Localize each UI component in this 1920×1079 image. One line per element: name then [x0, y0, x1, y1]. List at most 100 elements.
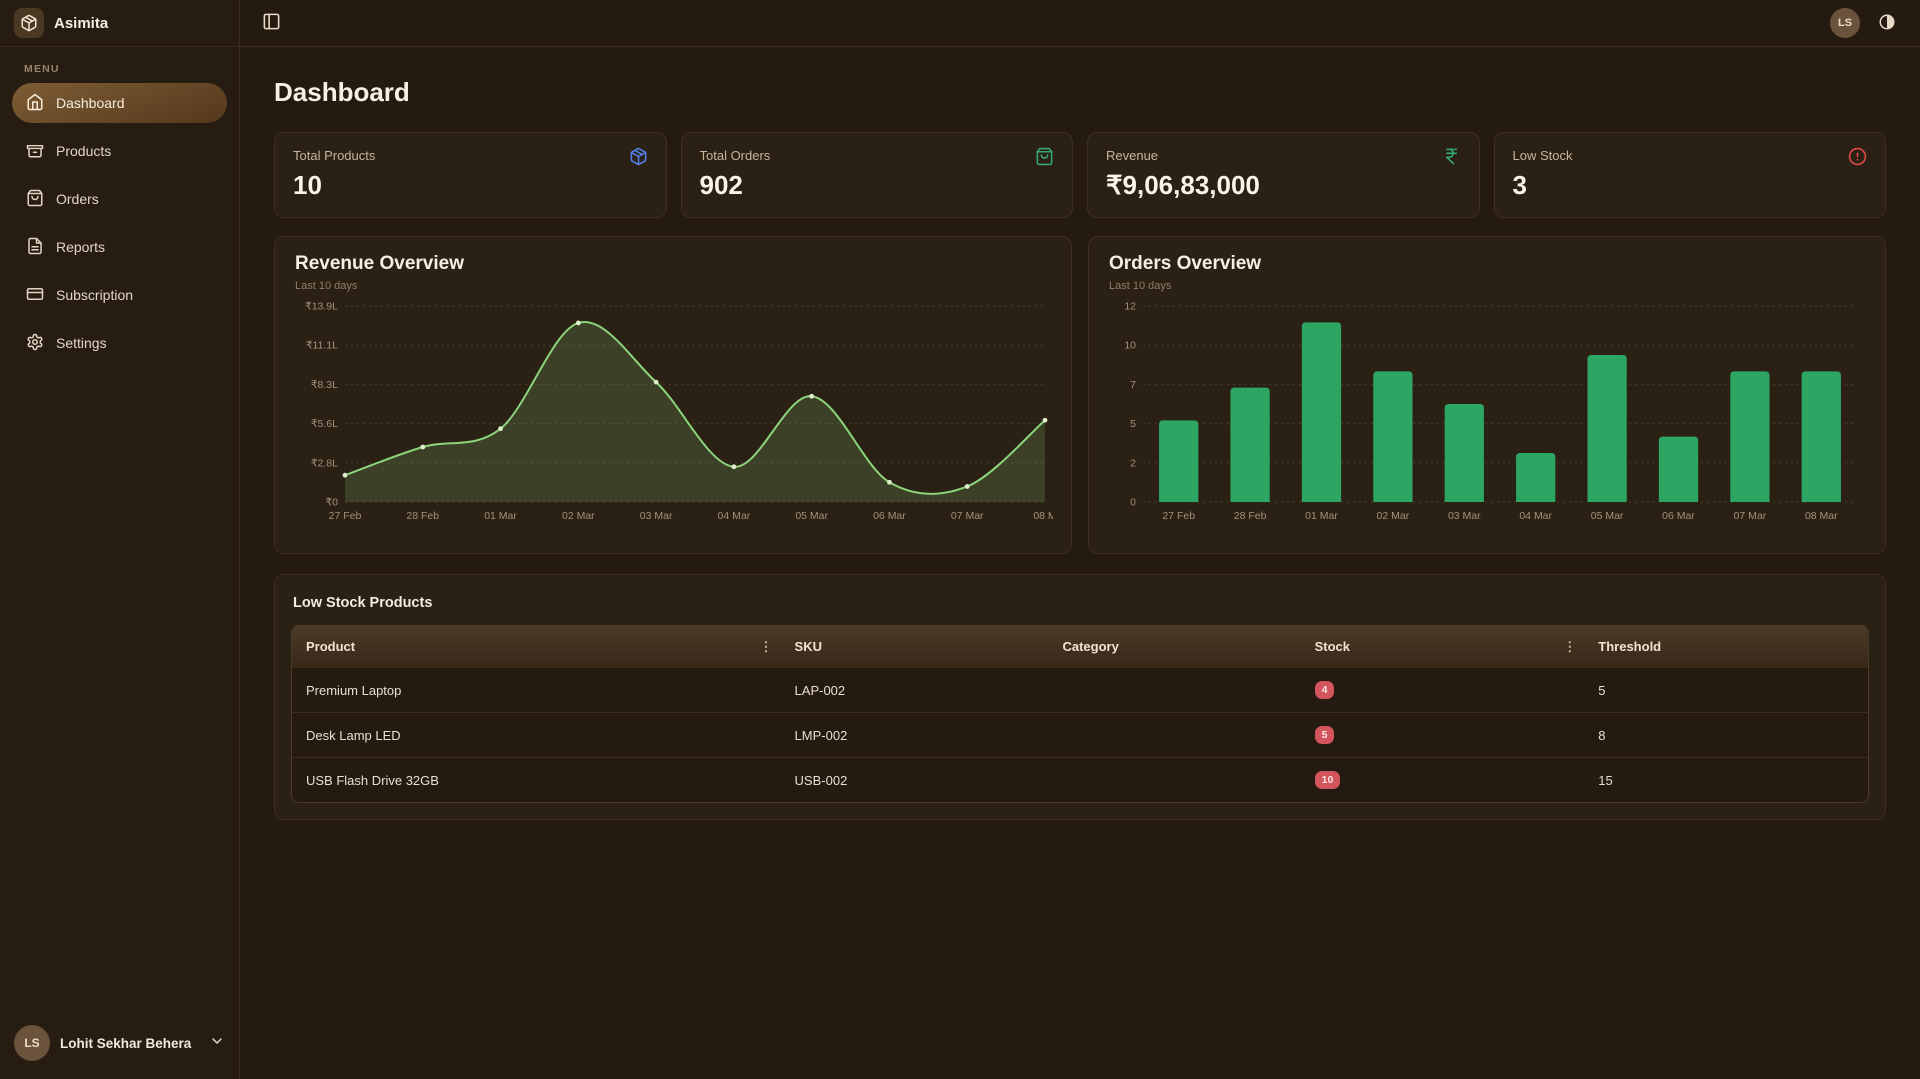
stat-cards-row: Total Products 10 Total Orders 902 Reven… [274, 132, 1886, 218]
cell-category [1048, 713, 1300, 758]
cell-threshold: 8 [1598, 727, 1606, 743]
column-resize-handle-icon[interactable]: ⋮ [759, 638, 773, 654]
credit-card-icon [26, 285, 44, 306]
sidebar-item-subscription[interactable]: Subscription [12, 275, 227, 315]
cell-sku: USB-002 [794, 772, 848, 788]
sidebar-item-settings[interactable]: Settings [12, 323, 227, 363]
sidebar-user-menu[interactable]: LS Lohit Sekhar Behera [0, 1011, 239, 1079]
stat-value: ₹9,06,83,000 [1106, 170, 1260, 200]
table-row[interactable]: USB Flash Drive 32GB USB-002 10 15 [292, 757, 1868, 803]
cell-product: Premium Laptop [306, 682, 402, 698]
stock-badge: 10 [1314, 771, 1341, 789]
stock-badge: 4 [1314, 681, 1335, 699]
svg-text:08 Mar: 08 Mar [1805, 510, 1838, 522]
gear-icon [26, 333, 44, 354]
stat-card-low-stock: Low Stock 3 [1493, 132, 1886, 218]
svg-text:04 Mar: 04 Mar [1519, 510, 1552, 522]
rupee-icon [1442, 147, 1461, 171]
svg-text:₹2.8L: ₹2.8L [311, 457, 338, 469]
sidebar-item-products[interactable]: Products [12, 131, 227, 171]
svg-text:06 Mar: 06 Mar [1662, 510, 1695, 522]
contrast-icon [1878, 13, 1896, 34]
cell-category [1048, 758, 1300, 803]
sidebar-item-dashboard[interactable]: Dashboard [12, 83, 227, 123]
sidebar-toggle-button[interactable] [262, 12, 281, 34]
stat-value: 10 [293, 170, 322, 200]
sidebar-item-label: Products [56, 143, 112, 159]
cell-stock: 5 [1301, 713, 1585, 758]
svg-text:02 Mar: 02 Mar [1377, 510, 1410, 522]
dashboard-content: Dashboard Total Products 10 Total Orders… [240, 47, 1920, 820]
cell-sku: LMP-002 [794, 727, 848, 743]
revenue-overview-card: Revenue Overview Last 10 days ₹0 ₹2.8L ₹5.… [274, 236, 1072, 554]
svg-text:08 M: 08 M [1033, 510, 1053, 522]
alert-circle-icon [1848, 147, 1867, 171]
svg-text:01 Mar: 01 Mar [484, 510, 517, 522]
column-header-stock: Stock ⋮ [1314, 638, 1577, 655]
box-icon [26, 141, 44, 162]
table-header-row: Product ⋮ SKU Category Stock ⋮ Threshold [292, 626, 1868, 668]
svg-text:27 Feb: 27 Feb [1162, 510, 1195, 522]
stat-label: Total Orders [699, 148, 771, 163]
panel-left-icon [262, 12, 281, 34]
svg-text:7: 7 [1130, 379, 1136, 391]
svg-text:02 Mar: 02 Mar [562, 510, 595, 522]
orders-bar-chart: 0 2 5 7 10 12 27 Feb 28 Feb 01 Mar 02 Mar 03 Mar 04… [1124, 301, 1857, 522]
file-text-icon [26, 237, 44, 258]
sidebar-item-label: Orders [56, 191, 99, 207]
cell-threshold: 15 [1598, 772, 1613, 788]
main-area: LS Dashboard Total Products 10 Total Ord… [240, 0, 1920, 1079]
theme-toggle-button[interactable] [1878, 13, 1896, 34]
svg-text:05 Mar: 05 Mar [795, 510, 828, 522]
table-row[interactable]: Premium Laptop LAP-002 4 5 [292, 667, 1868, 713]
low-stock-table: Product ⋮ SKU Category Stock ⋮ Threshold P… [291, 625, 1869, 803]
svg-text:₹0: ₹0 [325, 497, 338, 509]
menu-section-label: MENU [24, 63, 60, 75]
low-stock-card: Low Stock Products Product ⋮ SKU Category… [274, 574, 1886, 820]
svg-text:07 Mar: 07 Mar [951, 510, 984, 522]
topbar-right: LS [1830, 8, 1896, 38]
svg-text:₹13.9L: ₹13.9L [305, 301, 338, 313]
svg-text:03 Mar: 03 Mar [1448, 510, 1481, 522]
cell-sku: LAP-002 [794, 682, 846, 698]
sidebar-item-label: Settings [56, 335, 107, 351]
sidebar-item-label: Reports [56, 239, 106, 255]
cell-product: USB Flash Drive 32GB [306, 772, 439, 788]
svg-text:5: 5 [1130, 418, 1136, 430]
sidebar-item-orders[interactable]: Orders [12, 179, 227, 219]
svg-text:12: 12 [1124, 301, 1136, 313]
stat-card-total-orders: Total Orders 902 [680, 132, 1073, 218]
revenue-area-chart: ₹0 ₹2.8L ₹5.6L ₹8.3L ₹11.1L ₹13.9L 27 Feb 28 Fe… [305, 301, 1057, 523]
column-header-threshold: Threshold [1598, 639, 1662, 654]
chevron-down-icon [209, 1033, 225, 1054]
cell-threshold: 5 [1598, 682, 1606, 698]
low-stock-title: Low Stock Products [293, 595, 433, 611]
sidebar: Asimita MENU Dashboard Products Orders R… [0, 0, 240, 1079]
sidebar-item-label: Subscription [56, 287, 134, 303]
table-row[interactable]: Desk Lamp LED LMP-002 5 8 [292, 712, 1868, 758]
brand-header: Asimita [0, 0, 239, 47]
header-avatar[interactable]: LS [1830, 8, 1860, 38]
sidebar-item-reports[interactable]: Reports [12, 227, 227, 267]
svg-text:01 Mar: 01 Mar [1305, 510, 1338, 522]
svg-text:10: 10 [1124, 340, 1136, 352]
svg-text:27 Feb: 27 Feb [329, 510, 362, 522]
stat-label: Total Products [293, 148, 376, 163]
stat-value: 902 [699, 170, 743, 200]
column-header-category: Category [1062, 639, 1119, 654]
svg-text:₹5.6L: ₹5.6L [311, 418, 338, 430]
charts-row: Revenue Overview Last 10 days ₹0 ₹2.8L ₹5.… [274, 236, 1886, 554]
chart-title: Orders Overview [1109, 253, 1262, 274]
column-resize-handle-icon[interactable]: ⋮ [1563, 638, 1577, 654]
svg-text:04 Mar: 04 Mar [718, 510, 751, 522]
stat-value: 3 [1512, 170, 1527, 200]
page-title: Dashboard [274, 77, 410, 107]
shopping-bag-icon [26, 189, 44, 210]
stat-label: Revenue [1106, 148, 1159, 163]
cell-product: Desk Lamp LED [306, 727, 401, 743]
orders-overview-card: Orders Overview Last 10 days 0 2 5 7 10 12 27 … [1088, 236, 1886, 554]
chart-subtitle: Last 10 days [1109, 280, 1172, 292]
brand-logo-package-icon [14, 8, 44, 38]
topbar: LS [240, 0, 1920, 47]
